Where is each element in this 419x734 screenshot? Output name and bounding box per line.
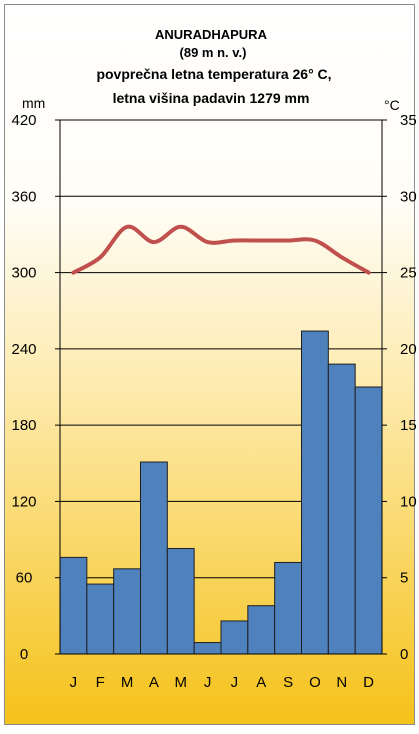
month-label: J [231,674,239,691]
precipitation-bar [327,363,356,655]
left-tick-label: 180 [11,417,36,434]
month-label: S [283,674,293,691]
title-line-2: (89 m n. v.) [180,45,247,60]
right-axis-ticks: 0 5 10 15 20 25 30 35 [382,112,417,663]
left-tick-label: 240 [11,341,36,358]
precipitation-bar [193,642,222,655]
month-label: D [363,674,374,691]
precipitation-bar [220,620,249,655]
title-line-1: ANURADHAPURA [155,27,268,42]
left-axis-unit: mm [22,95,45,111]
precipitation-bar [86,583,115,655]
right-axis-unit: °C [384,97,400,113]
month-label: J [70,674,78,691]
month-label: F [96,674,105,691]
left-axis-ticks: 0 60 120 180 240 300 360 420 [11,112,60,663]
temperature-series [71,224,371,275]
left-tick-label: 0 [20,646,28,663]
precipitation-bar [354,386,383,655]
month-label: O [309,674,321,691]
month-label: M [121,674,134,691]
month-label: N [336,674,347,691]
chart-title: ANURADHAPURA (89 m n. v.) povprečna letn… [96,27,331,106]
right-tick-label: 25 [400,265,417,282]
left-tick-label: 360 [11,188,36,205]
month-label: J [204,674,212,691]
right-tick-label: 35 [400,112,417,129]
right-tick-label: 15 [400,417,417,434]
right-tick-label: 20 [400,341,417,358]
left-tick-label: 60 [16,570,33,587]
title-line-4: letna višina padavin 1279 mm [113,90,310,106]
precipitation-bar [301,330,329,655]
precipitation-bar [247,605,276,655]
left-tick-label: 120 [11,493,36,510]
right-tick-label: 30 [400,188,417,205]
right-tick-label: 10 [400,493,417,510]
precipitation-bar [274,561,302,655]
title-line-3: povprečna letna temperatura 26° C, [96,66,331,82]
left-tick-label: 300 [11,265,36,282]
precipitation-bar [140,461,168,655]
precipitation-bar [166,547,195,655]
month-label: M [175,674,188,691]
temperature-line [71,224,371,275]
month-label: A [256,674,266,691]
left-tick-label: 420 [11,112,36,129]
right-tick-label: 0 [400,646,408,663]
precipitation-bars [59,330,383,655]
precipitation-bar [113,568,141,655]
right-tick-label: 5 [400,570,408,587]
precipitation-bar [59,556,88,655]
month-label: A [149,674,159,691]
